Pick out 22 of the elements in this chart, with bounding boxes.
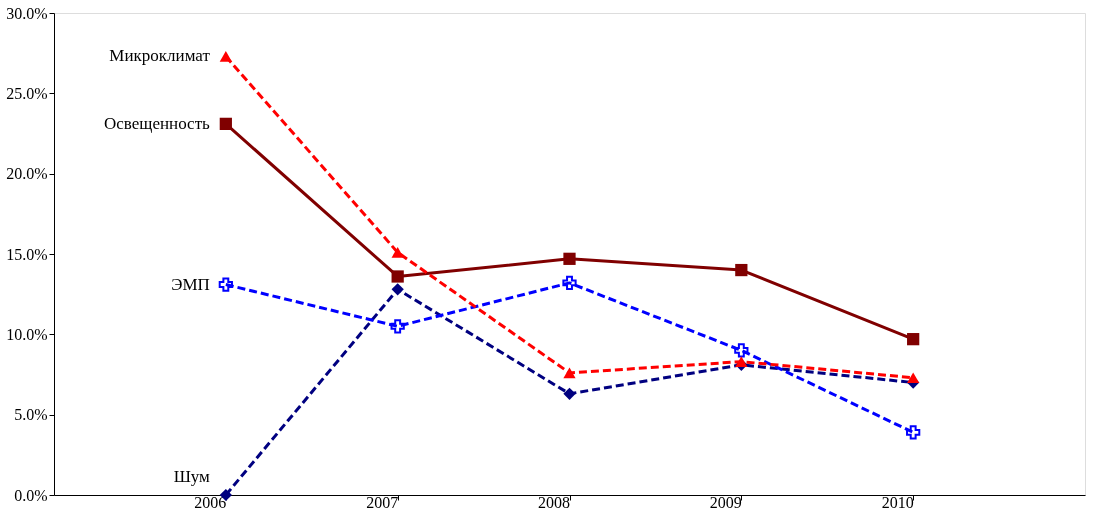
- point: [562, 275, 577, 291]
- series-label: Микроклимат: [109, 46, 211, 66]
- x-tick-label: 2007: [366, 493, 399, 511]
- point: [907, 372, 920, 384]
- point: [390, 319, 405, 334]
- series-label: ЭМП: [171, 274, 210, 294]
- series-label: Шум: [173, 467, 211, 486]
- y-tick-label: 0.0%: [14, 486, 48, 504]
- x-tick-label: 2010: [881, 493, 914, 511]
- point: [734, 343, 749, 358]
- point: [218, 277, 233, 292]
- y-tick-label: 5.0%: [14, 406, 48, 424]
- point: [906, 425, 921, 440]
- y-tick-label: 25.0%: [6, 84, 48, 102]
- y-tick-label: 10.0%: [6, 325, 48, 343]
- x-tick-label: 2008: [538, 493, 570, 511]
- y-tick-label: 30.0%: [6, 4, 48, 22]
- y-tick-label: 20.0%: [6, 165, 48, 183]
- x-tick-label: 2006: [194, 493, 227, 511]
- x-tick-label: 2009: [709, 493, 742, 511]
- series-label: Освещенность: [104, 113, 211, 133]
- y-tick-label: 15.0%: [6, 245, 48, 263]
